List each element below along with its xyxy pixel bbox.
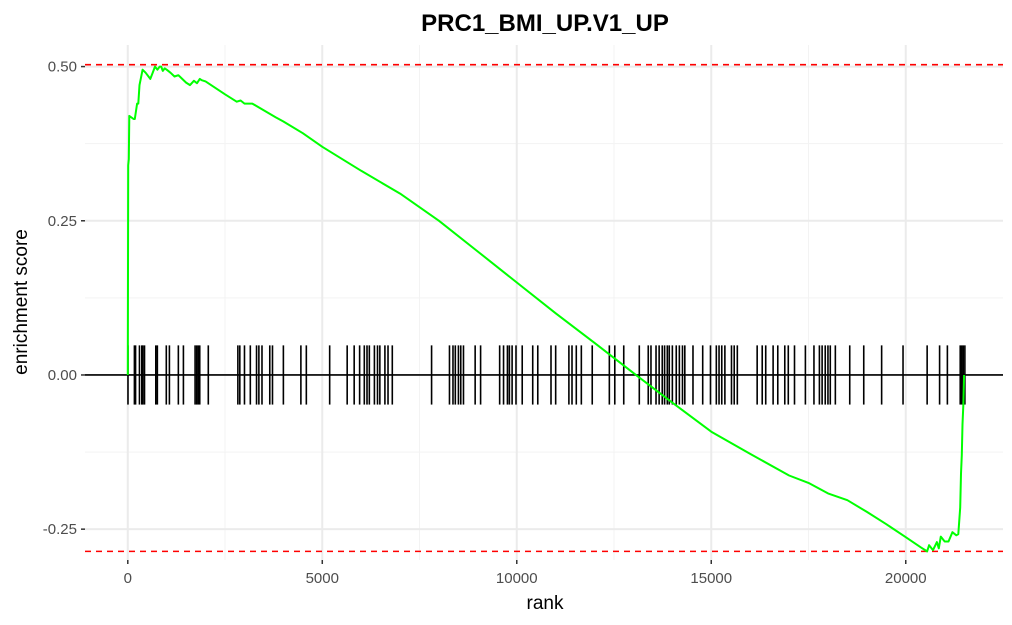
x-tick-label: 0 <box>124 570 132 587</box>
y-tick-label: 0.00 <box>48 367 77 384</box>
hit-ticks <box>127 345 966 405</box>
x-tick-label: 20000 <box>885 570 927 587</box>
enrichment-score-line <box>126 65 966 553</box>
series-layer <box>126 65 966 553</box>
x-tick-label: 15000 <box>690 570 732 587</box>
y-axis-title: enrichment score <box>11 229 32 375</box>
y-tick-label: 0.50 <box>48 59 77 76</box>
x-tick-label: 10000 <box>496 570 538 587</box>
x-tick-label: 5000 <box>306 570 339 587</box>
x-axis: 0 5000 10000 15000 20000 <box>124 560 927 587</box>
y-tick-label: 0.25 <box>48 213 77 230</box>
x-axis-title: rank <box>527 593 564 614</box>
y-axis: -0.25 0.00 0.25 0.50 <box>43 59 85 538</box>
y-tick-label: -0.25 <box>43 521 77 538</box>
chart-title: PRC1_BMI_UP.V1_UP <box>421 10 669 37</box>
grid-lines <box>85 45 1003 560</box>
reference-lines <box>85 63 1003 553</box>
